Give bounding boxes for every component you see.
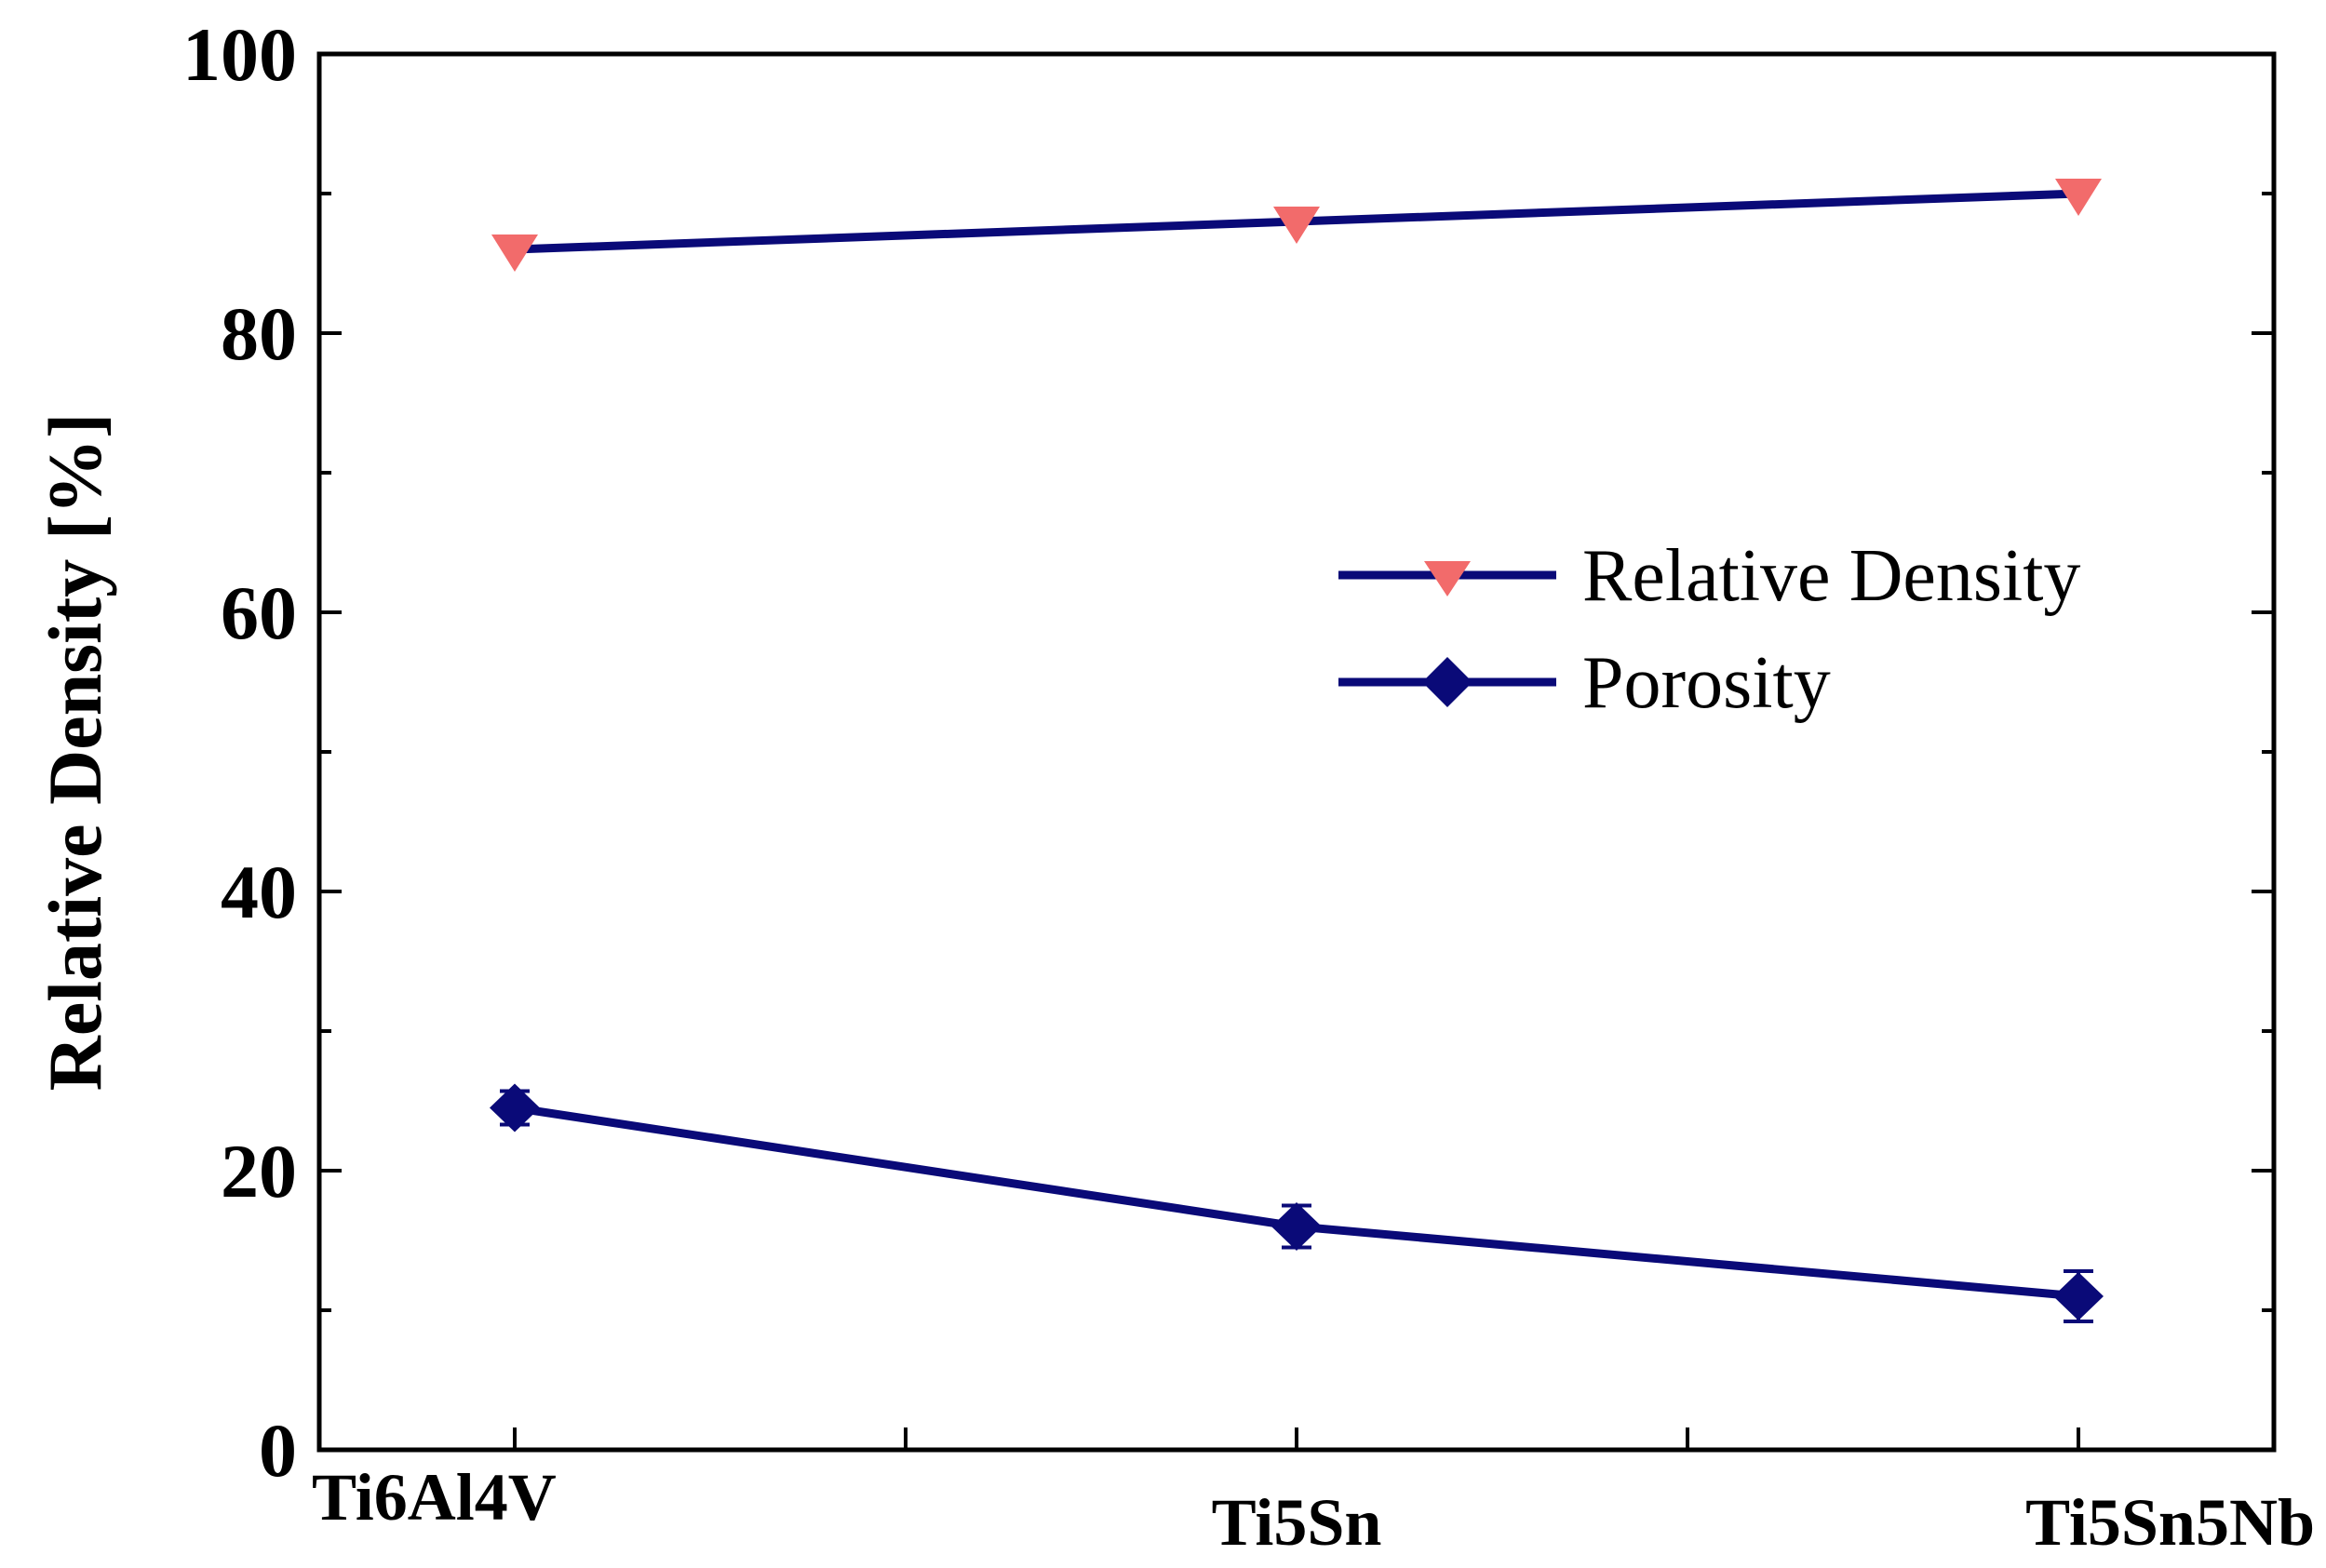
y-tick-label: 100 (182, 12, 297, 97)
data-point-relative-density (1273, 207, 1320, 244)
data-point-porosity (2053, 1272, 2104, 1320)
data-point-porosity (490, 1083, 540, 1132)
y-axis-title: Relative Density [%] (33, 413, 117, 1092)
y-tick-label: 40 (221, 850, 297, 934)
y-tick-label: 80 (221, 291, 297, 376)
legend: Relative Density Porosity (1338, 535, 2080, 724)
x-axis-ticks: Ti6Al4V Ti5Sn Ti5Sn5Nb (312, 1427, 2315, 1560)
x-tick-label: Ti6Al4V (312, 1460, 557, 1534)
data-point-porosity (1271, 1202, 1322, 1251)
y-tick-label: 60 (221, 570, 297, 655)
y-axis-ticks: 0 20 40 60 80 100 (182, 12, 2274, 1493)
legend-marker-relative-density (1424, 561, 1471, 596)
legend-marker-porosity (1422, 657, 1472, 707)
legend-label-porosity: Porosity (1582, 642, 1831, 724)
series-layer (490, 179, 2104, 1323)
data-point-relative-density (491, 235, 538, 272)
legend-label-relative-density: Relative Density (1582, 535, 2080, 617)
x-tick-label: Ti5Sn5Nb (2025, 1485, 2315, 1560)
x-tick-label: Ti5Sn (1212, 1485, 1382, 1560)
series-line-porosity (514, 1104, 2079, 1301)
data-point-relative-density (2055, 179, 2102, 216)
y-tick-label: 20 (221, 1129, 297, 1213)
y-tick-label: 0 (259, 1408, 297, 1493)
